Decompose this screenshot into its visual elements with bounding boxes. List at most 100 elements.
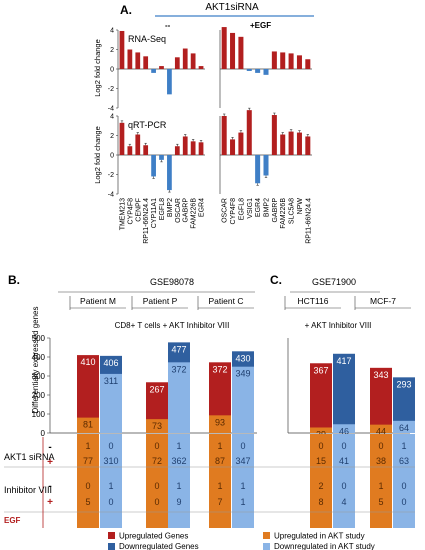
bar-rnaseq-cenpf bbox=[135, 52, 141, 69]
label-up-akt: 73 bbox=[152, 421, 162, 431]
bar-down bbox=[393, 377, 415, 433]
table-cell: 9 bbox=[176, 497, 181, 507]
category-label: FAM226B bbox=[280, 198, 287, 229]
table-col-down bbox=[232, 434, 254, 528]
subtitle-c: + AKT Inhibitor VIII bbox=[305, 321, 372, 330]
y-tick-label: -4 bbox=[108, 192, 114, 199]
panel-label-b: B. bbox=[8, 273, 20, 287]
table-cell: 0 bbox=[401, 497, 406, 507]
table-cell: 0 bbox=[401, 481, 406, 491]
bar-up-akt bbox=[77, 417, 99, 433]
bar-up-akt bbox=[310, 427, 332, 433]
table-cell: 41 bbox=[339, 456, 349, 466]
label-down: 430 bbox=[235, 353, 250, 363]
table-cell: 310 bbox=[103, 456, 118, 466]
bar-up bbox=[370, 367, 392, 433]
bar-rnaseq-egr4 bbox=[198, 66, 204, 69]
bar-rnaseq-oscar bbox=[174, 57, 180, 69]
table-cell: 7 bbox=[217, 497, 222, 507]
y-tick-label: 500 bbox=[32, 334, 46, 343]
sign-3: + bbox=[47, 497, 53, 508]
table-cell: 0 bbox=[318, 441, 323, 451]
ylabel-deg: Differentially expressed genes bbox=[31, 306, 40, 413]
table-cell: 1 bbox=[240, 481, 245, 491]
y-tick-label: -2 bbox=[108, 86, 114, 93]
label-up: 367 bbox=[313, 365, 328, 375]
bar-rnaseq-gabrp bbox=[182, 48, 188, 69]
header-minus: -- bbox=[165, 21, 171, 30]
legend-swatch-down bbox=[108, 543, 115, 550]
row-label-inhibitor: Inhibitor VIII bbox=[4, 485, 52, 495]
category-label: GABRP bbox=[272, 198, 279, 223]
table-cell: 1 bbox=[176, 441, 181, 451]
bar-qpcr-egfl8 bbox=[159, 155, 164, 160]
label-up-akt: 44 bbox=[376, 427, 386, 437]
label-up: 410 bbox=[80, 357, 95, 367]
category-label: SLC5A8 bbox=[289, 198, 296, 224]
category-label: CYP4F8 bbox=[230, 198, 237, 225]
bar-qpcr-bmp2 bbox=[167, 155, 172, 191]
category-label: VSIG1 bbox=[247, 198, 254, 219]
table-cell: 0 bbox=[154, 441, 159, 451]
y-tick-label: -2 bbox=[108, 172, 114, 179]
y-tick-label: -4 bbox=[108, 106, 114, 113]
label-down-akt: 311 bbox=[104, 376, 118, 386]
y-tick-label: 0 bbox=[110, 153, 114, 160]
label-up-akt: 93 bbox=[215, 417, 225, 427]
bar-qpcr-cyp4f8 bbox=[230, 139, 236, 155]
category-label: CYP11A1 bbox=[151, 198, 158, 228]
bar-qpcr-oscar bbox=[221, 116, 227, 155]
table-cell: 63 bbox=[399, 456, 409, 466]
bar-down-akt bbox=[232, 366, 254, 433]
y-tick-label: 0 bbox=[41, 429, 46, 438]
table-cell: 1 bbox=[378, 481, 383, 491]
bar-rnaseq-oscar bbox=[221, 27, 227, 69]
bar-qpcr-cyp4f8 bbox=[127, 146, 133, 155]
title-b: GSE98078 bbox=[150, 277, 194, 287]
table-cell: 87 bbox=[215, 456, 225, 466]
legend-down-akt: Downregulated in AKT study bbox=[274, 542, 375, 550]
table-cell: 0 bbox=[341, 481, 346, 491]
bar-qpcr-bmp2 bbox=[263, 155, 269, 176]
bar-qpcr-fam226b bbox=[280, 134, 286, 155]
bar-rnaseq-rp11-66n24.4 bbox=[143, 56, 149, 69]
table-col-down bbox=[100, 434, 122, 528]
category-label: EGR4 bbox=[255, 198, 262, 217]
y-tick-label: 0 bbox=[110, 67, 114, 74]
table-cell: 1 bbox=[217, 481, 222, 491]
title-c: GSE71900 bbox=[312, 277, 356, 287]
label-down-akt: 64 bbox=[399, 423, 409, 433]
bar-rnaseq-rp11-66n24.4 bbox=[305, 59, 311, 69]
legend-swatch-down-akt bbox=[263, 543, 270, 550]
bar-rnaseq-npw bbox=[296, 55, 302, 69]
bar-rnaseq-cyp4f8 bbox=[127, 49, 133, 69]
bar-qpcr-gabrp bbox=[271, 115, 277, 155]
table-cell: 0 bbox=[108, 497, 113, 507]
bar-up bbox=[77, 355, 99, 433]
table-cell: 0 bbox=[378, 441, 383, 451]
group-label-mcf-7: MCF-7 bbox=[370, 296, 396, 306]
row-label-sirna: AKT1 siRNA bbox=[4, 452, 55, 462]
bar-up bbox=[310, 363, 332, 433]
table-cell: 0 bbox=[240, 441, 245, 451]
table-col-up bbox=[146, 434, 168, 528]
bar-rnaseq-tmem213 bbox=[119, 30, 125, 70]
bar-rnaseq-cyp4f8 bbox=[230, 32, 236, 69]
table-cell: 0 bbox=[85, 481, 90, 491]
bar-qpcr-cenpf bbox=[135, 134, 141, 155]
bar-rnaseq-fam226b bbox=[280, 52, 286, 69]
legend-up: Upregulated Genes bbox=[119, 532, 188, 541]
table-cell: 0 bbox=[154, 481, 159, 491]
category-label: BMP2 bbox=[167, 198, 174, 217]
label-up-akt: 81 bbox=[83, 420, 93, 430]
table-cell: 0 bbox=[108, 441, 113, 451]
table-cell: 5 bbox=[378, 497, 383, 507]
table-col-up bbox=[77, 434, 99, 528]
bar-qpcr-vsig1 bbox=[246, 110, 252, 155]
table-col-down bbox=[168, 434, 190, 528]
sign-0: - bbox=[48, 442, 51, 453]
group-label-hct116: HCT116 bbox=[297, 296, 328, 306]
